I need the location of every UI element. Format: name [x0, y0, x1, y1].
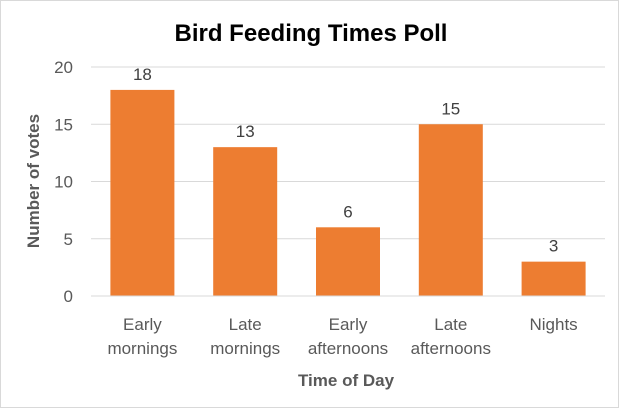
x-tick-label: Early afternoons — [308, 315, 388, 358]
x-tick-label: Nights — [530, 315, 578, 334]
bar — [521, 261, 586, 296]
x-tick-label: Early mornings — [107, 315, 177, 358]
y-tick-label: 15 — [54, 115, 73, 134]
bar — [316, 227, 380, 296]
x-axis-ticks: Early mornings Late mornings Early afternoons… — [107, 315, 577, 358]
y-tick-label: 5 — [64, 230, 73, 249]
bar — [418, 124, 483, 296]
chart-title: Bird Feeding Times Poll — [175, 20, 448, 47]
data-label: 6 — [343, 202, 352, 221]
data-labels: 18 13 6 15 3 — [133, 65, 558, 256]
data-label: 15 — [441, 99, 460, 118]
bar — [213, 147, 278, 296]
y-axis-ticks: 0 5 10 15 20 — [54, 58, 73, 306]
x-tick-label: Late afternoons — [411, 315, 491, 358]
data-label: 3 — [549, 237, 558, 256]
y-tick-label: 0 — [64, 287, 73, 306]
x-axis-title: Time of Day — [298, 371, 395, 390]
data-label: 18 — [133, 65, 152, 84]
bars — [110, 89, 586, 297]
y-tick-label: 10 — [54, 173, 73, 192]
bar — [110, 89, 175, 297]
y-tick-label: 20 — [54, 58, 73, 77]
x-tick-label: Late mornings — [210, 315, 280, 358]
y-axis-title: Number of votes — [24, 114, 43, 248]
data-label: 13 — [236, 122, 255, 141]
